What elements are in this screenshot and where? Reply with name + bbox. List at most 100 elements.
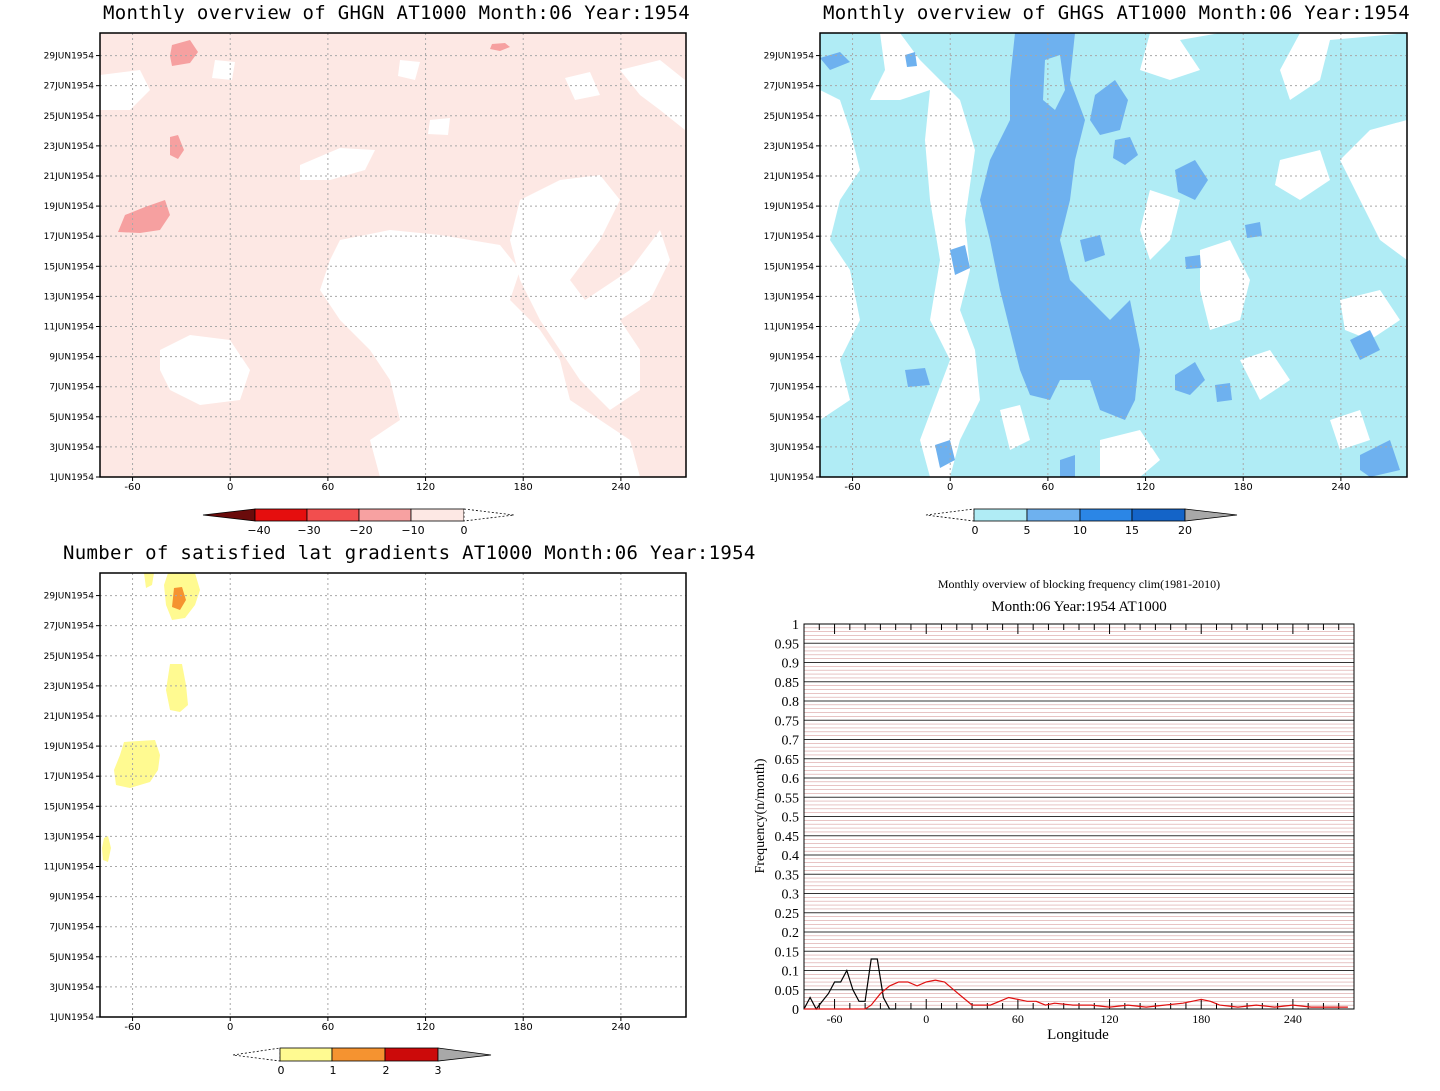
ghgs-grid (820, 33, 1406, 477)
freq-ytick-label: 0 (792, 1003, 799, 1018)
ghgn-negative-10-regions (118, 40, 510, 233)
xtick-label: -60 (124, 1022, 140, 1033)
ghgs-colorbar-segment (1079, 508, 1133, 522)
freq-ytick-label: 0.15 (775, 945, 800, 960)
ghgs-colorbar-label: 0 (972, 524, 979, 537)
ytick-label: 27JUN1954 (44, 622, 95, 632)
lat-colorbar-label: 3 (435, 1064, 442, 1077)
lat-xticks: -60 0 60 120 180 240 (124, 1017, 630, 1033)
freq-ytick-label: 0.2 (782, 926, 800, 941)
ghgs-colorbar-label: 5 (1024, 524, 1031, 537)
ghgn-yticks: 29JUN1954 27JUN1954 25JUN1954 23JUN1954 21JU… (44, 52, 100, 483)
ytick-label: 29JUN1954 (44, 52, 95, 62)
ghgn-positive-regions (100, 60, 685, 477)
lat-1-2-region (172, 587, 186, 610)
ghgs-title: Monthly overview of GHGS AT1000 Month:06… (823, 2, 1410, 24)
xtick-label: 0 (227, 482, 233, 493)
xtick-label: 240 (611, 1022, 630, 1033)
ytick-label: 3JUN1954 (49, 443, 94, 453)
freq-ytick-label: 0.95 (775, 637, 800, 652)
freq-xtick-label: -60 (827, 1012, 843, 1026)
xtick-label: 180 (1234, 482, 1253, 493)
ytick-label: 15JUN1954 (44, 262, 95, 272)
ytick-label: 19JUN1954 (44, 742, 95, 752)
ytick-label: 13JUN1954 (44, 832, 95, 842)
xtick-label: 60 (322, 1022, 335, 1033)
ghgn-colorbar-label: −10 (401, 524, 424, 537)
freq-series (803, 958, 1348, 1011)
ytick-label: 3JUN1954 (49, 983, 94, 993)
freq-xlabel: Longitude (1047, 1027, 1109, 1043)
freq-ytick-label: 0.35 (775, 868, 800, 883)
ghgn-colorbar-label: −20 (349, 524, 372, 537)
xtick-label: 180 (514, 1022, 533, 1033)
ytick-label: 13JUN1954 (44, 292, 95, 302)
ghgn-colorbar-segment (306, 508, 360, 522)
ghgn-colorbar-label: 0 (461, 524, 468, 537)
xtick-label: -60 (124, 482, 140, 493)
lat-gradients-title: Number of satisfied lat gradients AT1000… (63, 542, 756, 564)
freq-xtick-label: 240 (1284, 1012, 1302, 1026)
ytick-label: 17JUN1954 (44, 772, 95, 782)
freq-xtick-label: 0 (923, 1012, 929, 1026)
freq-ytick-label: 0.9 (782, 657, 800, 672)
lat-map: 29JUN1954 27JUN1954 25JUN1954 23JUN1954 21JU… (44, 572, 687, 1033)
freq-ytick-label: 0.5 (782, 811, 800, 826)
ghgn-colorbar-segment (254, 508, 308, 522)
ghgs-colorbar-label: 15 (1125, 524, 1139, 537)
lat-grid (100, 573, 686, 1017)
freq-ytick-label: 0.55 (775, 791, 800, 806)
lat-colorbar: 0 1 2 3 (232, 1047, 492, 1077)
ghgn-colorbar-triangle-low (202, 508, 256, 522)
ghgs-positive-gaps (1000, 33, 1400, 477)
ytick-label: 5JUN1954 (769, 413, 814, 423)
xtick-label: -60 (844, 482, 860, 493)
xtick-label: 180 (514, 482, 533, 493)
ghgn-map: 29JUN1954 27JUN1954 25JUN1954 23JUN1954 21JU… (44, 32, 687, 493)
ytick-label: 27JUN1954 (764, 82, 815, 92)
ytick-label: 15JUN1954 (764, 262, 815, 272)
ytick-label: 19JUN1954 (764, 202, 815, 212)
ytick-label: 17JUN1954 (44, 232, 95, 242)
ytick-label: 27JUN1954 (44, 82, 95, 92)
ytick-label: 15JUN1954 (44, 802, 95, 812)
freq-ytick-label: 1 (792, 618, 799, 633)
ytick-label: 23JUN1954 (44, 142, 95, 152)
ytick-label: 9JUN1954 (769, 353, 814, 363)
ghgn-colorbar-triangle-high (463, 508, 515, 522)
lat-colorbar-segment (384, 1047, 439, 1062)
freq-ytick-label: 0.4 (782, 849, 800, 864)
ghgs-5-10-regions (820, 33, 1400, 477)
freq-chart: Monthly overview of blocking frequency c… (753, 577, 1355, 1043)
xtick-label: 120 (1136, 482, 1155, 493)
ytick-label: 9JUN1954 (49, 893, 94, 903)
lat-background (100, 573, 686, 1017)
freq-ytick-label: 0.1 (782, 965, 800, 980)
ytick-label: 25JUN1954 (764, 112, 815, 122)
freq-xtick-label: 120 (1101, 1012, 1119, 1026)
ghgs-colorbar-segment (1026, 508, 1081, 522)
xtick-label: 60 (1042, 482, 1055, 493)
ghgn-frame (99, 32, 687, 478)
ghgn-colorbar: −40 −30 −20 −10 0 (202, 508, 515, 537)
xtick-label: 0 (227, 1022, 233, 1033)
freq-title: Monthly overview of blocking frequency c… (938, 577, 1220, 591)
freq-ytick-label: 0.3 (782, 888, 800, 903)
ghgn-colorbar-segment (410, 508, 465, 522)
lat-frame (99, 572, 687, 1018)
xtick-label: 240 (1331, 482, 1350, 493)
ghgs-colorbar-segment (973, 508, 1028, 522)
ghgs-frame (819, 32, 1408, 478)
ghgs-colorbar-label: 20 (1178, 524, 1192, 537)
xtick-label: 120 (416, 482, 435, 493)
ghgn-colorbar-label: −30 (297, 524, 320, 537)
ytick-label: 1JUN1954 (769, 473, 814, 483)
freq-ytick-label: 0.7 (782, 734, 800, 749)
ghgn-colorbar-segment (358, 508, 412, 522)
ghgn-grid (100, 33, 686, 477)
lat-colorbar-triangle-high (437, 1047, 492, 1062)
freq-ytick-label: 0.6 (782, 772, 800, 787)
freq-ytick-label: 0.85 (775, 676, 800, 691)
freq-ytick-label: 0.8 (782, 695, 800, 710)
